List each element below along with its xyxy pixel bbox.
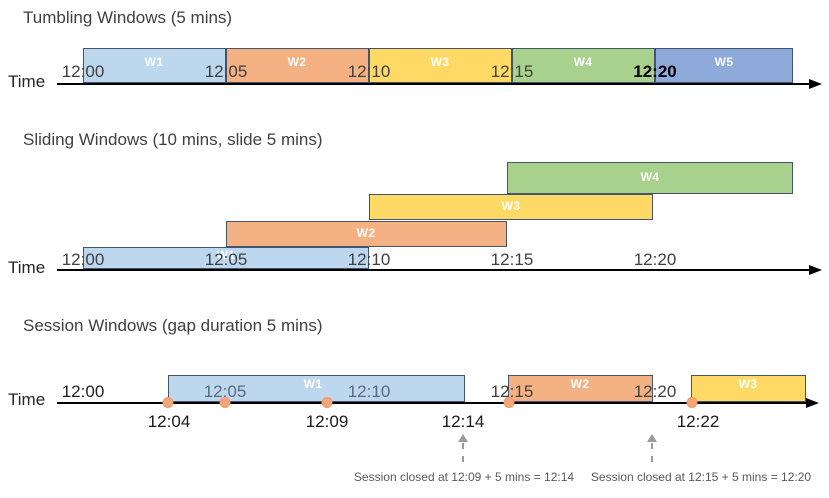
time-axis (57, 83, 810, 85)
axis-arrowhead-icon (809, 265, 822, 275)
tick-label: 12:05 (204, 250, 248, 269)
session-close-note: Session closed at 12:09 + 5 mins = 12:14 (353, 470, 575, 484)
window-label: W5 (714, 55, 734, 69)
tumbling-window-w1 (83, 48, 226, 83)
window-label: W3 (738, 377, 758, 391)
window-label: W2 (287, 55, 307, 69)
tick-label: 12:10 (347, 382, 391, 401)
time-axis-label: Time (8, 72, 46, 91)
window-label: W1 (303, 377, 323, 391)
tumbling-window-w3 (369, 48, 512, 83)
axis-arrowhead-icon (809, 79, 822, 89)
tick-label: 12:00 (61, 62, 105, 81)
event-dot (219, 397, 231, 408)
event-dot (321, 397, 333, 408)
session-window-w3 (691, 375, 806, 402)
time-axis (57, 269, 810, 271)
window-label: W3 (501, 199, 521, 213)
tick-label: 12:15 (490, 382, 534, 401)
event-time-label: 12:22 (676, 412, 720, 431)
event-dot (686, 397, 698, 408)
event-time-label: 12:09 (305, 412, 349, 431)
tick-label: 12:15 (490, 62, 534, 81)
session-window-w1 (168, 375, 465, 402)
window-label: W2 (570, 377, 590, 391)
tick-label: 12:20 (633, 62, 677, 81)
tick-label: 12:20 (633, 250, 677, 269)
window-label: W4 (573, 55, 593, 69)
tumbling-window-w5 (655, 48, 793, 83)
session-close-up-arrow-icon (457, 434, 469, 462)
window-label: W1 (216, 248, 236, 262)
window-label: W2 (356, 226, 376, 240)
tick-label: 12:10 (347, 250, 391, 269)
time-axis-label: Time (8, 390, 46, 409)
event-dot (162, 397, 174, 408)
tumbling-window-w2 (226, 48, 369, 83)
sliding-window-w3 (369, 194, 653, 220)
tumbling-window-w4 (512, 48, 655, 83)
session-window-w2 (508, 375, 653, 402)
time-axis (57, 402, 807, 404)
session-title: Session Windows (gap duration 5 mins) (23, 316, 323, 335)
axis-arrowhead-icon (806, 398, 819, 408)
sliding-window-w4 (507, 162, 793, 194)
session-close-note: Session closed at 12:15 + 5 mins = 12:20 (590, 470, 812, 484)
event-time-label: 12:04 (147, 412, 191, 431)
event-dot (503, 397, 515, 408)
tick-label: 12:05 (204, 62, 248, 81)
tumbling-title: Tumbling Windows (5 mins) (23, 8, 233, 27)
window-label: W1 (144, 55, 164, 69)
time-axis-label: Time (8, 258, 46, 277)
tick-label: 12:00 (61, 382, 105, 401)
sliding-window-w1 (83, 247, 369, 269)
sliding-window-w2 (226, 221, 507, 247)
tick-label: 12:05 (203, 382, 247, 401)
window-label: W3 (430, 55, 450, 69)
event-time-label: 12:14 (441, 412, 485, 431)
tick-label: 12:10 (347, 62, 391, 81)
session-close-up-arrow-icon (646, 434, 658, 462)
tick-label: 12:00 (61, 250, 105, 269)
window-label: W4 (640, 170, 660, 184)
tick-label: 12:15 (490, 250, 534, 269)
tick-label: 12:20 (633, 382, 677, 401)
sliding-title: Sliding Windows (10 mins, slide 5 mins) (23, 130, 323, 149)
